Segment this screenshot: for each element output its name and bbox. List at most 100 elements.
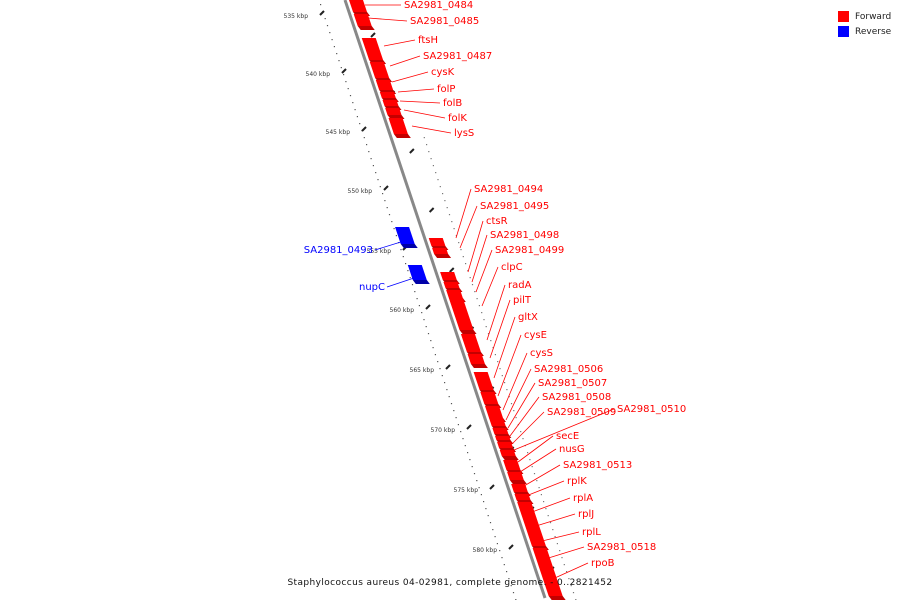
guide-dot-right — [442, 193, 444, 195]
guide-dot-left — [349, 95, 352, 97]
legend-forward: Forward — [838, 9, 898, 24]
forward-gene-label: SA2981_0513 — [563, 460, 632, 471]
forward-gene — [446, 290, 463, 298]
guide-dot-left — [462, 438, 464, 440]
guide-dot-right — [426, 144, 428, 146]
guide-dot-left — [324, 18, 326, 20]
guide-dot-right — [536, 480, 538, 482]
guide-dot-right — [474, 291, 476, 293]
guide-dot-left — [340, 67, 342, 69]
guide-dot-right — [451, 221, 453, 223]
tick-mark-right — [409, 148, 415, 154]
backbone-line — [343, 0, 547, 599]
gene-leader-line — [517, 435, 554, 463]
forward-gene-label: SA2981_0508 — [542, 392, 611, 403]
guide-dot-left — [494, 536, 496, 538]
guide-dot-right — [492, 347, 494, 349]
guide-dot-left — [471, 466, 473, 468]
guide-dot-left — [388, 214, 391, 216]
guide-dot-left — [326, 25, 329, 27]
gene-leader-line — [531, 497, 571, 513]
forward-gene — [489, 418, 506, 426]
forward-gene-label: rplA — [573, 493, 593, 504]
guide-dot-left — [437, 361, 439, 363]
guide-dot-right — [570, 585, 572, 587]
reverse-gene — [407, 265, 427, 280]
forward-gene — [495, 436, 511, 440]
reverse-gene-label: nupC — [359, 282, 385, 293]
guide-dot-left — [444, 382, 446, 384]
guide-dot-right — [453, 228, 455, 230]
forward-gene — [499, 450, 516, 456]
guide-dot-right — [471, 284, 474, 286]
gene-leader-line — [389, 55, 421, 67]
gene-leader-line — [467, 220, 484, 273]
guide-dot-left — [393, 228, 395, 230]
guide-dot-left — [414, 291, 416, 293]
forward-gene — [369, 62, 390, 78]
guide-dot-right — [504, 382, 506, 384]
forward-swatch — [838, 11, 849, 22]
forward-gene-label: lysS — [454, 128, 474, 139]
forward-gene-shade — [470, 364, 488, 368]
guide-dot-left — [453, 410, 455, 412]
guide-dot-right — [552, 529, 554, 531]
guide-dot-left — [356, 116, 358, 118]
guide-dot-right — [561, 557, 563, 559]
guide-dot-left — [489, 522, 492, 524]
guide-dot-right — [566, 571, 568, 573]
gene-leader-line — [541, 546, 585, 561]
forward-gene-label: ctsR — [486, 216, 508, 227]
forward-gene-shade — [501, 456, 519, 460]
tick-mark — [361, 126, 367, 132]
gene-leader-line — [513, 408, 615, 451]
gene-leader-line — [489, 299, 511, 359]
tick-label: 565 kbp — [410, 367, 435, 374]
forward-gene-label: cysS — [530, 348, 553, 359]
forward-gene-shade — [459, 330, 477, 334]
guide-dot-left — [405, 263, 407, 265]
forward-gene — [492, 428, 509, 434]
gene-leader-line — [403, 109, 446, 119]
forward-gene — [511, 484, 528, 492]
guide-dot-left — [430, 340, 432, 342]
guide-dot-left — [384, 200, 386, 202]
guide-dot-left — [483, 501, 485, 503]
guide-dot-right — [490, 340, 492, 342]
guide-dot-right — [494, 354, 496, 356]
gene-leader-line — [535, 513, 576, 527]
tick-mark-right — [370, 32, 376, 38]
gene-leader-line — [475, 249, 493, 293]
guide-dot-right — [549, 522, 552, 524]
guide-dot-right — [563, 564, 565, 566]
tick-label: 535 kbp — [284, 13, 309, 20]
forward-gene-label: folP — [437, 84, 455, 95]
guide-dot-left — [359, 123, 361, 125]
forward-gene — [517, 502, 546, 546]
forward-gene-shade — [509, 480, 527, 484]
guide-dot-right — [538, 487, 540, 489]
guide-dot-left — [499, 550, 501, 552]
forward-gene-label: rplL — [582, 527, 601, 538]
forward-gene — [353, 14, 372, 26]
legend-reverse: Reverse — [838, 24, 898, 39]
forward-gene — [428, 238, 446, 246]
gene-leader-line — [391, 71, 429, 83]
forward-gene-shade — [434, 254, 452, 258]
forward-gene-label: SA2981_0499 — [495, 245, 564, 256]
forward-gene-label: ftsH — [418, 35, 438, 46]
gene-leader-line — [411, 125, 452, 134]
guide-dot-right — [543, 501, 545, 503]
guide-dot-right — [432, 165, 434, 167]
guide-dot-left — [336, 53, 338, 55]
gene-leader-line — [525, 480, 565, 497]
guide-dot-left — [345, 81, 347, 83]
gene-leader-line — [383, 39, 416, 47]
guide-dot-right — [458, 242, 460, 244]
reverse-gene — [395, 227, 415, 244]
forward-gene-label: nusG — [559, 444, 585, 455]
forward-gene-label: SA2981_0507 — [538, 378, 607, 389]
tick-mark — [466, 424, 472, 430]
forward-gene — [432, 248, 449, 254]
reverse-gene-shade — [400, 244, 418, 248]
